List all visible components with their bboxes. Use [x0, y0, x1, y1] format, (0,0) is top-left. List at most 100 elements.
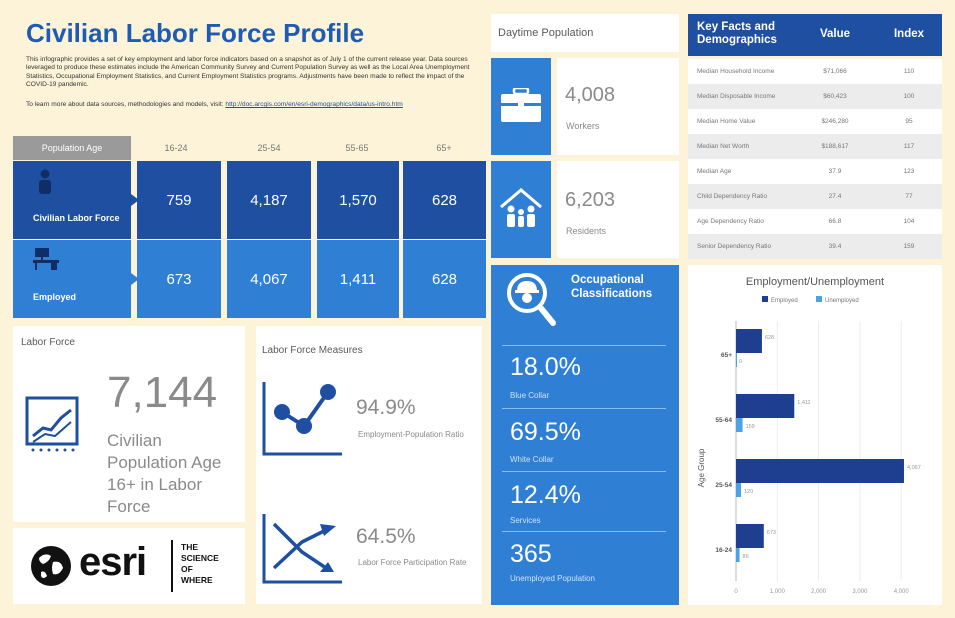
- key-fact-index: 104: [903, 218, 915, 225]
- key-fact-row: Senior Dependency Ratio 39.4 159: [688, 234, 942, 259]
- occupational-card: Occupational Classifications: [491, 265, 679, 605]
- key-fact-value: $60,423: [823, 93, 847, 100]
- unemployed-label: Unemployed Population: [510, 574, 595, 583]
- white-collar-value: 69.5%: [510, 418, 581, 446]
- age-group-header: 25-54: [257, 143, 281, 153]
- key-fact-label: Median Home Value: [697, 118, 756, 125]
- civilian-value-25-54: 4,187: [227, 161, 311, 239]
- residents-icon-box: [491, 161, 551, 258]
- key-fact-label: Median Disposable Income: [697, 93, 776, 100]
- bar-unemployed: [736, 548, 740, 562]
- labor-force-measures-title: Labor Force Measures: [262, 345, 363, 356]
- civilian-value-55-65: 1,570: [317, 161, 399, 239]
- desk-icon: [33, 248, 59, 270]
- data-label-employed: 1,411: [797, 400, 810, 406]
- x-tick-label: 0: [734, 589, 738, 595]
- data-label-unemployed: 159: [746, 424, 755, 430]
- bar-employed: [736, 394, 795, 418]
- briefcase-icon: [501, 88, 541, 122]
- legend-swatch-unemployed: [816, 296, 822, 302]
- occupational-title: Occupational Classifications: [571, 274, 653, 300]
- divider: [502, 345, 666, 346]
- row-pointer-icon: [131, 273, 139, 285]
- category-label: 25-54: [715, 482, 732, 489]
- employed-value-65-plus: 628: [403, 240, 486, 318]
- key-fact-row: Median Age 37.9 123: [688, 159, 942, 184]
- key-fact-label: Child Dependency Ratio: [697, 193, 768, 200]
- data-label-unemployed: 120: [744, 489, 753, 495]
- key-fact-value: $188,617: [821, 143, 849, 150]
- key-fact-label: Median Net Worth: [697, 143, 750, 150]
- key-fact-index: 100: [903, 93, 915, 100]
- data-label-employed: 4,067: [907, 465, 921, 471]
- esri-brand: esri: [79, 540, 147, 584]
- employed-label: Employed: [33, 292, 77, 302]
- workers-label: Workers: [566, 121, 600, 131]
- x-tick-label: 1,000: [770, 589, 786, 595]
- divider: [502, 471, 666, 472]
- civilian-labor-force-label: Civilian Labor Force: [33, 213, 120, 223]
- bar-employed: [736, 524, 764, 548]
- lfpr-value: 64.5%: [356, 525, 416, 548]
- intro-text: This infographic provides a set of key e…: [26, 56, 470, 89]
- services-value: 12.4%: [510, 481, 581, 509]
- category-label: 16-24: [715, 547, 732, 554]
- lfpr-label: Labor Force Participation Rate: [358, 558, 467, 567]
- bar-unemployed: [736, 418, 743, 432]
- key-fact-index: 117: [903, 143, 915, 150]
- key-fact-value: $71,066: [823, 68, 847, 75]
- key-fact-index: 77: [905, 193, 913, 200]
- page-title: Civilian Labor Force Profile: [26, 18, 365, 48]
- employed-row-header: Employed: [13, 240, 131, 318]
- blue-collar-value: 18.0%: [510, 353, 581, 381]
- key-fact-row: Median Disposable Income $60,423 100: [688, 84, 942, 109]
- data-label-employed: 628: [765, 335, 774, 341]
- workers-icon-box: [491, 58, 551, 155]
- chart-title: Employment/Unemployment: [746, 276, 884, 288]
- blue-collar-label: Blue Collar: [510, 391, 550, 400]
- key-fact-row: Median Home Value $246,280 95: [688, 109, 942, 134]
- tagline-line: THE: [181, 542, 198, 552]
- key-fact-index: 110: [903, 68, 915, 75]
- civilian-labor-force-row-header: Civilian Labor Force: [13, 161, 131, 239]
- x-tick-label: 4,000: [894, 589, 910, 595]
- population-age-header-label: Population Age: [41, 143, 103, 153]
- civilian-value-65-plus: 628: [403, 161, 486, 239]
- key-fact-row: Child Dependency Ratio 27.4 77: [688, 184, 942, 209]
- key-fact-value: 37.9: [828, 168, 842, 175]
- logo-divider: [171, 540, 173, 592]
- services-label: Services: [510, 516, 541, 525]
- x-tick-label: 2,000: [811, 589, 827, 595]
- labor-force-card: Labor Force 7,144 Civilian Population Ag…: [13, 326, 245, 522]
- residents-card: 6,203 Residents: [557, 161, 679, 258]
- employed-value-55-65: 1,411: [317, 240, 399, 318]
- age-group-header: 16-24: [164, 143, 188, 153]
- employment-chart: Employment/Unemployment Employed Unemplo…: [697, 276, 921, 595]
- bar-unemployed: [736, 483, 741, 497]
- bar-unemployed: [736, 353, 737, 367]
- key-fact-row: Age Dependency Ratio 66.8 104: [688, 209, 942, 234]
- key-facts-title: Key Facts and Demographics: [697, 21, 777, 46]
- residents-label: Residents: [566, 226, 607, 236]
- labor-force-title: Labor Force: [21, 337, 75, 348]
- key-fact-label: Median Age: [697, 168, 732, 175]
- employment-chart-card: Employment/Unemployment Employed Unemplo…: [688, 265, 942, 605]
- esri-logo-card: esri THE SCIENCE OF WHERE: [13, 528, 245, 604]
- unemployed-value: 365: [510, 540, 552, 568]
- key-fact-index: 159: [903, 243, 915, 250]
- age-group-header: 65+: [436, 143, 452, 153]
- key-facts-header: Key Facts and Demographics Value Index: [688, 14, 942, 56]
- methodology-link[interactable]: http://doc.arcgis.com/en/esri-demographi…: [225, 101, 403, 108]
- logo-tagline: THE SCIENCE OF WHERE: [181, 542, 219, 586]
- labor-force-value: 7,144: [107, 368, 218, 417]
- key-facts-index-header: Index: [893, 28, 925, 40]
- category-label: 55-64: [715, 417, 732, 424]
- workers-value: 4,008: [565, 84, 616, 106]
- intro-link-prefix: To learn more about data sources, method…: [26, 101, 224, 108]
- tagline-line: WHERE: [181, 575, 213, 585]
- residents-value: 6,203: [565, 189, 616, 211]
- key-fact-value: 66.8: [828, 218, 842, 225]
- key-fact-row: Median Net Worth $188,617 117: [688, 134, 942, 159]
- scatter-trend-icon: [262, 382, 342, 456]
- daytime-population-title: Daytime Population: [498, 27, 594, 39]
